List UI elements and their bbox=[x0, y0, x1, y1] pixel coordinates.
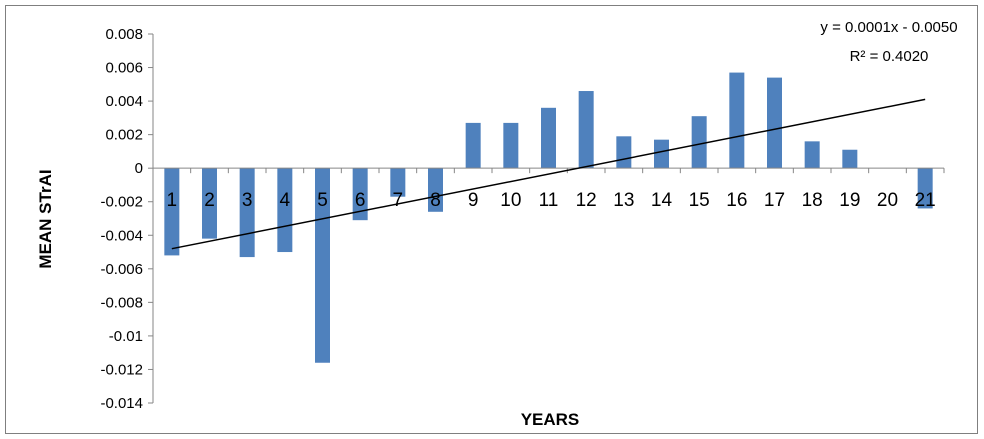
trendline-line bbox=[171, 98, 926, 250]
x-tick-label: 2 bbox=[204, 190, 215, 211]
bar bbox=[503, 122, 519, 169]
bars bbox=[164, 72, 933, 363]
bar bbox=[315, 168, 330, 363]
x-tick-label: 7 bbox=[393, 190, 404, 211]
y-tick-label: -0.01 bbox=[109, 328, 143, 345]
bar bbox=[277, 168, 293, 253]
bar bbox=[428, 168, 443, 212]
x-tick-label: 12 bbox=[576, 190, 597, 211]
x-tick-label: 15 bbox=[689, 190, 710, 211]
y-tick-label: -0.012 bbox=[100, 361, 143, 378]
y-tick-label: -0.002 bbox=[100, 194, 143, 211]
bar bbox=[352, 168, 368, 221]
bar bbox=[541, 107, 556, 169]
trendline-equation: y = 0.0001x - 0.0050 bbox=[820, 19, 957, 36]
x-tick-label: 8 bbox=[430, 190, 441, 211]
x-tick-label: 14 bbox=[651, 190, 673, 211]
x-tick-label: 21 bbox=[915, 190, 936, 211]
bar bbox=[691, 116, 707, 169]
y-tick-label: 0.006 bbox=[105, 60, 143, 77]
bar bbox=[842, 149, 858, 169]
bar bbox=[804, 141, 820, 169]
y-tick-label: 0.002 bbox=[105, 127, 143, 144]
bar bbox=[616, 136, 632, 169]
y-tick-label: 0.008 bbox=[105, 26, 143, 43]
y-axis-title: MEAN STrAI bbox=[36, 169, 55, 268]
x-tick-label: 4 bbox=[280, 190, 291, 211]
x-tick-label: 18 bbox=[802, 190, 823, 211]
x-axis: 1 2 3 4 5 6 7 8 9 10 11 12 13 14 15 16 17 18 19 20 21 bbox=[152, 167, 945, 211]
x-tick-label: 16 bbox=[726, 190, 747, 211]
y-tick-label: 0 bbox=[135, 160, 143, 177]
y-tick-label: -0.014 bbox=[100, 395, 143, 412]
y-tick-label: 0.004 bbox=[105, 93, 143, 110]
y-tick-label: -0.006 bbox=[100, 261, 143, 278]
trendline-r-squared: R² = 0.4020 bbox=[850, 48, 929, 65]
y-tick-label: -0.004 bbox=[100, 227, 143, 244]
x-tick-label: 9 bbox=[468, 190, 479, 211]
bar bbox=[767, 77, 782, 169]
bar bbox=[917, 168, 933, 209]
x-tick-label: 17 bbox=[764, 190, 785, 211]
bar bbox=[202, 168, 217, 239]
x-tick-label: 3 bbox=[242, 190, 253, 211]
trendline bbox=[171, 98, 926, 250]
y-tick-label: -0.008 bbox=[100, 294, 143, 311]
x-tick-label: 1 bbox=[167, 190, 178, 211]
bar bbox=[729, 72, 745, 169]
bar bbox=[578, 91, 594, 169]
x-tick-label: 6 bbox=[355, 190, 366, 211]
bar bbox=[654, 139, 669, 169]
bar bbox=[239, 168, 255, 258]
x-tick-label: 5 bbox=[317, 190, 328, 211]
x-axis-title: YEARS bbox=[521, 410, 580, 429]
bar bbox=[465, 122, 481, 169]
x-tick-label: 19 bbox=[839, 190, 860, 211]
x-tick-label: 10 bbox=[500, 190, 521, 211]
bar bbox=[390, 168, 406, 197]
x-tick-label: 13 bbox=[613, 190, 634, 211]
x-tick-label: 11 bbox=[539, 190, 559, 211]
bar bbox=[164, 168, 180, 256]
y-axis: 0.008 0.006 0.004 0.002 0 -0.002 -0.004 -0.006 -… bbox=[100, 26, 154, 412]
x-tick-label: 20 bbox=[877, 190, 898, 211]
